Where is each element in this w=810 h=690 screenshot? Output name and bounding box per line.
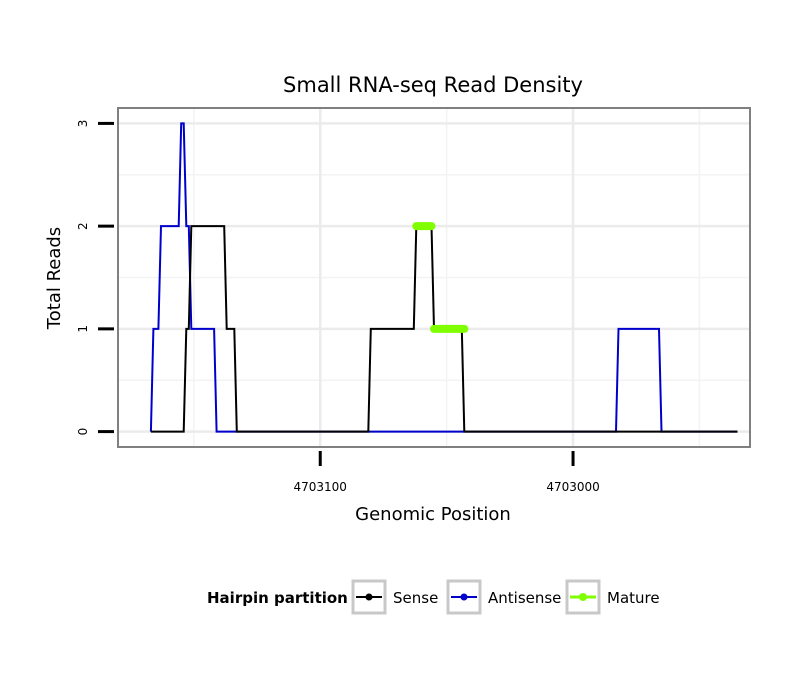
legend-label-antisense: Antisense bbox=[488, 589, 561, 607]
y-tick-label-0: 0 bbox=[76, 428, 90, 436]
axes: 0 1 2 3 4703100 4703000 bbox=[76, 120, 600, 494]
y-tick-label-3: 3 bbox=[76, 120, 90, 128]
series-sense-line bbox=[150, 225, 738, 433]
x-axis-title: Genomic Position bbox=[355, 504, 511, 525]
plot-border bbox=[117, 107, 751, 448]
legend-label-mature: Mature bbox=[607, 589, 660, 607]
series-antisense-line bbox=[149, 122, 738, 433]
y-tick-label-1: 1 bbox=[76, 325, 90, 333]
x-tick-label-4703100: 4703100 bbox=[294, 480, 347, 494]
y-tick-label-2: 2 bbox=[76, 222, 90, 230]
legend-item-sense: Sense bbox=[351, 579, 438, 615]
chart-title: Small RNA-seq Read Density bbox=[283, 73, 583, 97]
y-axis-title: Total Reads bbox=[44, 227, 65, 330]
x-tick-label-4703000: 4703000 bbox=[546, 480, 599, 494]
series-layer bbox=[149, 122, 738, 433]
legend-item-antisense: Antisense bbox=[446, 579, 561, 615]
legend-item-mature: Mature bbox=[565, 579, 660, 615]
legend-label-sense: Sense bbox=[393, 589, 438, 607]
legend-title: Hairpin partition bbox=[207, 589, 348, 607]
legend: Hairpin partition Sense Antisense Mature bbox=[207, 579, 660, 615]
